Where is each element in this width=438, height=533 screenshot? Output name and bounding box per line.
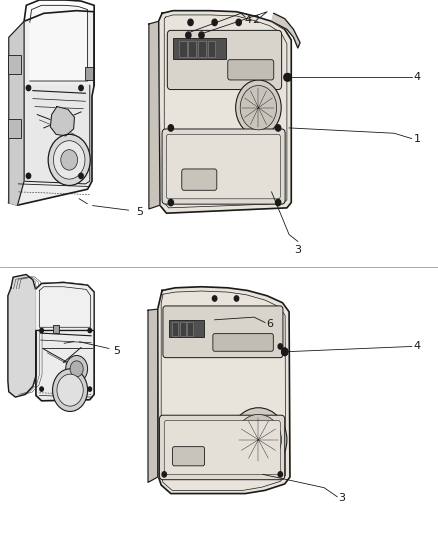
Circle shape bbox=[57, 374, 83, 406]
Bar bbox=[172, 322, 178, 336]
Bar bbox=[173, 38, 226, 59]
Circle shape bbox=[278, 472, 283, 477]
Circle shape bbox=[236, 19, 241, 26]
FancyBboxPatch shape bbox=[164, 421, 280, 474]
Circle shape bbox=[53, 369, 88, 411]
Bar bbox=[198, 41, 206, 57]
Bar bbox=[169, 320, 204, 337]
Circle shape bbox=[212, 296, 217, 301]
Circle shape bbox=[282, 348, 288, 356]
Polygon shape bbox=[159, 11, 291, 213]
Text: 4: 4 bbox=[414, 72, 421, 82]
Text: 2: 2 bbox=[253, 15, 260, 25]
Ellipse shape bbox=[230, 408, 287, 472]
Circle shape bbox=[40, 328, 43, 333]
Polygon shape bbox=[9, 11, 94, 205]
FancyBboxPatch shape bbox=[162, 129, 285, 204]
Text: 6: 6 bbox=[266, 319, 273, 328]
Polygon shape bbox=[272, 13, 300, 48]
Text: 4: 4 bbox=[244, 15, 251, 25]
Circle shape bbox=[278, 344, 283, 349]
Circle shape bbox=[186, 32, 191, 38]
FancyBboxPatch shape bbox=[159, 415, 285, 480]
Circle shape bbox=[284, 74, 290, 81]
Circle shape bbox=[66, 356, 88, 382]
Circle shape bbox=[88, 387, 92, 391]
Circle shape bbox=[276, 125, 281, 131]
Circle shape bbox=[26, 85, 31, 91]
Bar bbox=[187, 322, 193, 336]
FancyBboxPatch shape bbox=[167, 30, 282, 90]
Circle shape bbox=[212, 19, 217, 26]
FancyBboxPatch shape bbox=[228, 60, 274, 80]
Circle shape bbox=[53, 141, 85, 179]
Polygon shape bbox=[30, 5, 88, 81]
Polygon shape bbox=[9, 21, 24, 205]
Circle shape bbox=[234, 296, 239, 301]
Circle shape bbox=[168, 125, 173, 131]
Bar bbox=[208, 41, 215, 57]
Circle shape bbox=[199, 32, 204, 38]
Text: 5: 5 bbox=[113, 346, 120, 356]
Bar bbox=[53, 325, 59, 333]
Text: 4: 4 bbox=[414, 342, 421, 351]
FancyBboxPatch shape bbox=[213, 334, 273, 351]
Bar bbox=[188, 41, 196, 57]
Bar bbox=[8, 119, 21, 138]
Circle shape bbox=[70, 361, 83, 377]
Circle shape bbox=[40, 387, 43, 391]
Bar bbox=[180, 322, 186, 336]
Text: 5: 5 bbox=[136, 207, 143, 216]
FancyBboxPatch shape bbox=[166, 134, 280, 199]
Circle shape bbox=[285, 74, 291, 81]
Circle shape bbox=[276, 199, 281, 206]
Polygon shape bbox=[36, 282, 94, 401]
Polygon shape bbox=[8, 274, 36, 397]
FancyBboxPatch shape bbox=[173, 447, 205, 466]
Polygon shape bbox=[50, 107, 74, 136]
Circle shape bbox=[26, 173, 31, 179]
FancyBboxPatch shape bbox=[163, 306, 283, 358]
Circle shape bbox=[79, 173, 83, 179]
Circle shape bbox=[240, 85, 277, 130]
Polygon shape bbox=[148, 309, 158, 482]
Circle shape bbox=[282, 348, 288, 356]
Polygon shape bbox=[36, 282, 94, 330]
Text: 1: 1 bbox=[414, 134, 421, 143]
Bar bbox=[179, 41, 187, 57]
Circle shape bbox=[168, 199, 173, 206]
Text: 3: 3 bbox=[339, 494, 346, 503]
Circle shape bbox=[162, 472, 166, 477]
Circle shape bbox=[236, 80, 281, 135]
Bar bbox=[8, 55, 21, 74]
Bar bbox=[85, 67, 93, 80]
Circle shape bbox=[188, 19, 193, 26]
FancyBboxPatch shape bbox=[182, 169, 217, 190]
Circle shape bbox=[48, 134, 90, 185]
Polygon shape bbox=[158, 287, 290, 494]
Polygon shape bbox=[149, 21, 160, 209]
Ellipse shape bbox=[235, 415, 281, 465]
Text: 3: 3 bbox=[294, 245, 301, 255]
Circle shape bbox=[79, 85, 83, 91]
Circle shape bbox=[88, 328, 92, 333]
Circle shape bbox=[61, 150, 78, 170]
Polygon shape bbox=[24, 85, 90, 184]
